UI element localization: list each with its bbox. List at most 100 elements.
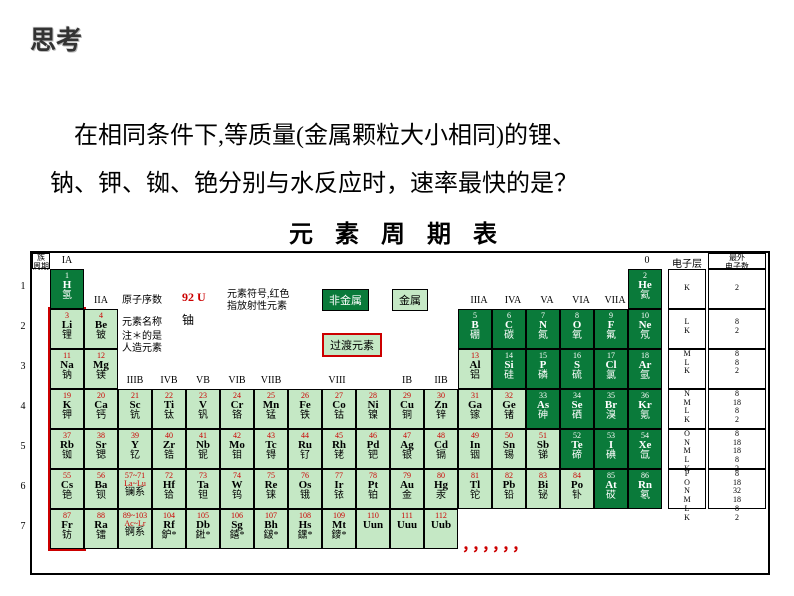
element-Rn: 86Rn氡: [628, 469, 662, 509]
element-Ga: 31Ga镓: [458, 389, 492, 429]
ecount-1: 2: [708, 269, 766, 309]
element-Uub: 112Uub: [424, 509, 458, 549]
ecount-5: 8 18 18 8 2: [708, 429, 766, 469]
legend-sample-name: 铀: [182, 313, 194, 327]
element-Sg: 106Sg𨭎*: [220, 509, 254, 549]
element-S: 16S硫: [560, 349, 594, 389]
period-7: 7: [16, 521, 30, 532]
element-As: 33As砷: [526, 389, 560, 429]
element-Si: 14Si硅: [492, 349, 526, 389]
q1-text: 在相同条件下,等质量(金属颗粒大小相同)的锂、: [74, 123, 576, 149]
element-Y: 39Y钇: [118, 429, 152, 469]
period-6: 6: [16, 481, 30, 492]
element-Br: 35Br溴: [594, 389, 628, 429]
element-K: 19K钾: [50, 389, 84, 429]
element-Cd: 48Cd镉: [424, 429, 458, 469]
period-5: 5: [16, 441, 30, 452]
element-Zn: 30Zn锌: [424, 389, 458, 429]
element-Li: 3Li锂: [50, 309, 84, 349]
legend-star: 注＊的是 人造元素: [122, 331, 162, 355]
element-Hg: 80Hg汞: [424, 469, 458, 509]
group-IB: IB: [392, 375, 422, 386]
element-Ta: 73Ta钽: [186, 469, 220, 509]
element-H: 1H氢: [50, 269, 84, 309]
legend-proton: 原子序数: [122, 295, 162, 307]
element-Re: 75Re铼: [254, 469, 288, 509]
legend-sample: 92 U: [182, 290, 206, 304]
periodic-table: 族周期 IA IIA IIIA IVA VA VIA VIIA 0 电子层 最外…: [30, 251, 770, 575]
shell-5: O N M L K: [668, 429, 706, 469]
element-Be: 4Be铍: [84, 309, 118, 349]
element-Tl: 81Tl铊: [458, 469, 492, 509]
ecount-6: 8 18 32 18 8 2: [708, 469, 766, 509]
legend-metal: 金属: [392, 289, 428, 311]
question-line1: 在相同条件下,等质量(金属颗粒大小相同)的锂、: [50, 117, 744, 155]
ecount-4: 8 18 8 2: [708, 389, 766, 429]
legend-symbol: 元素符号,红色 指放射性元素: [227, 289, 290, 313]
element-Bi: 83Bi铋: [526, 469, 560, 509]
element-B: 5B硼: [458, 309, 492, 349]
element-Mg: 12Mg镁: [84, 349, 118, 389]
element-锕系: 89~103 Ac~Lr锕系: [118, 509, 152, 549]
element-Ni: 28Ni镍: [356, 389, 390, 429]
element-Cs: 55Cs铯: [50, 469, 84, 509]
element-Ar: 18Ar氩: [628, 349, 662, 389]
group-IA: IA: [52, 255, 82, 266]
element-Kr: 36Kr氪: [628, 389, 662, 429]
period-3: 3: [16, 361, 30, 372]
group-0: 0: [632, 255, 662, 266]
element-Ag: 47Ag银: [390, 429, 424, 469]
shell-1: K: [668, 269, 706, 309]
element-In: 49In铟: [458, 429, 492, 469]
element-Pb: 82Pb铅: [492, 469, 526, 509]
group-VIII: VIII: [322, 375, 352, 386]
element-C: 6C碳: [492, 309, 526, 349]
element-V: 23V钒: [186, 389, 220, 429]
element-Au: 79Au金: [390, 469, 424, 509]
element-Ba: 56Ba钡: [84, 469, 118, 509]
element-At: 85At砹: [594, 469, 628, 509]
group-VIA: VIA: [566, 295, 596, 306]
element-O: 8O氧: [560, 309, 594, 349]
element-Sb: 51Sb锑: [526, 429, 560, 469]
period-2: 2: [16, 321, 30, 332]
group-IIIA: IIIA: [464, 295, 494, 306]
e-count-label: 最外 电子数: [708, 253, 766, 269]
element-Pt: 78Pt铂: [356, 469, 390, 509]
element-Fr: 87Fr钫: [50, 509, 84, 549]
element-Co: 27Co钴: [322, 389, 356, 429]
element-Nb: 41Nb铌: [186, 429, 220, 469]
group-IIIB: IIIB: [120, 375, 150, 386]
group-VB: VB: [188, 375, 218, 386]
element-Mn: 25Mn锰: [254, 389, 288, 429]
shell-label: 电子层: [672, 255, 702, 270]
element-Fe: 26Fe铁: [288, 389, 322, 429]
element-Cl: 17Cl氯: [594, 349, 628, 389]
element-Mo: 42Mo钼: [220, 429, 254, 469]
element-Mt: 109Mt䥑*: [322, 509, 356, 549]
ecount-3: 8 8 2: [708, 349, 766, 389]
corner-box: 族周期: [32, 253, 50, 269]
element-Ne: 10Ne氖: [628, 309, 662, 349]
element-Ca: 20Ca钙: [84, 389, 118, 429]
element-Po: 84Po钋: [560, 469, 594, 509]
element-Ti: 22Ti钛: [152, 389, 186, 429]
element-Ru: 44Ru钌: [288, 429, 322, 469]
element-Na: 11Na钠: [50, 349, 84, 389]
shell-2: L K: [668, 309, 706, 349]
element-I: 53I碘: [594, 429, 628, 469]
slide-heading: 思考: [30, 20, 764, 57]
element-Uun: 110Uun: [356, 509, 390, 549]
element-Ir: 77Ir铱: [322, 469, 356, 509]
legend-nonmetal: 非金属: [322, 289, 369, 311]
element-Sc: 21Sc钪: [118, 389, 152, 429]
element-Se: 34Se硒: [560, 389, 594, 429]
element-Sr: 38Sr锶: [84, 429, 118, 469]
element-Xe: 54Xe氙: [628, 429, 662, 469]
element-W: 74W钨: [220, 469, 254, 509]
group-VIB: VIB: [222, 375, 252, 386]
element-Al: 13Al铝: [458, 349, 492, 389]
element-Hs: 108Hs𨭆*: [288, 509, 322, 549]
group-VA: VA: [532, 295, 562, 306]
periodic-table-title: 元 素 周 期 表: [30, 214, 764, 249]
